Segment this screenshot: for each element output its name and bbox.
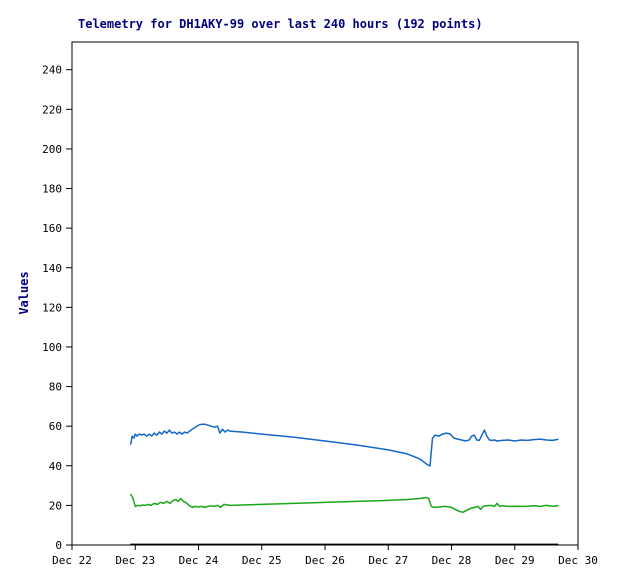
x-tick-label: Dec 22: [52, 554, 92, 567]
x-tick-label: Dec 26: [305, 554, 345, 567]
y-tick-label: 220: [42, 103, 62, 116]
plot-border: [71, 41, 579, 546]
x-tick-label: Dec 25: [242, 554, 282, 567]
x-tick-label: Dec 24: [179, 554, 219, 567]
y-axis-label: Values: [17, 271, 31, 314]
chart-title: Telemetry for DH1AKY-99 over last 240 ho…: [78, 17, 483, 31]
x-tick-label: Dec 23: [115, 554, 155, 567]
plot-area: 0 20 40 60 80 100 120 140 160 180 200 220 240 Dec 22 D…: [42, 41, 598, 567]
y-tick-label: 160: [42, 222, 62, 235]
series-channel-blue-line: [130, 423, 559, 467]
y-tick-label: 40: [49, 460, 62, 473]
y-tick-label: 80: [49, 381, 62, 394]
series-channel-green-line: [130, 493, 559, 514]
y-tick-label: 140: [42, 262, 62, 275]
y-tick-label: 200: [42, 143, 62, 156]
y-tick-label: 20: [49, 499, 62, 512]
x-tick-label: Dec 30: [558, 554, 598, 567]
y-tick-label: 180: [42, 183, 62, 196]
y-tick-label: 60: [49, 420, 62, 433]
y-tick-label: 0: [55, 539, 62, 552]
x-tick-label: Dec 27: [368, 554, 408, 567]
y-tick-label: 100: [42, 341, 62, 354]
y-tick-label: 240: [42, 64, 62, 77]
x-tick-label: Dec 28: [432, 554, 472, 567]
y-tick-label: 120: [42, 301, 62, 314]
x-tick-label: Dec 29: [495, 554, 535, 567]
